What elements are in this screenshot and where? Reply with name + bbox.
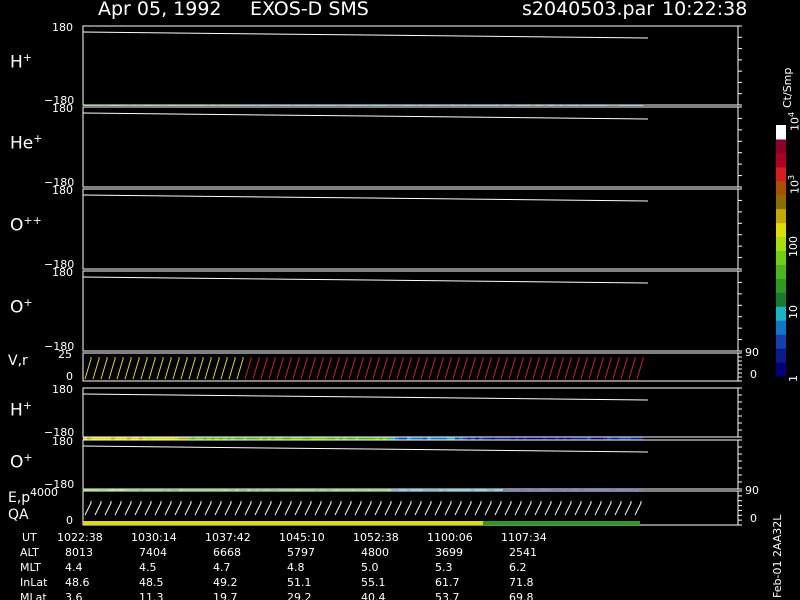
data-file-name: s2040503.par bbox=[522, 0, 655, 20]
plot-time: 10:22:38 bbox=[662, 0, 748, 20]
instrument-name: EXOS-D SMS bbox=[250, 0, 369, 20]
plot-date: Apr 05, 1992 bbox=[98, 0, 222, 20]
